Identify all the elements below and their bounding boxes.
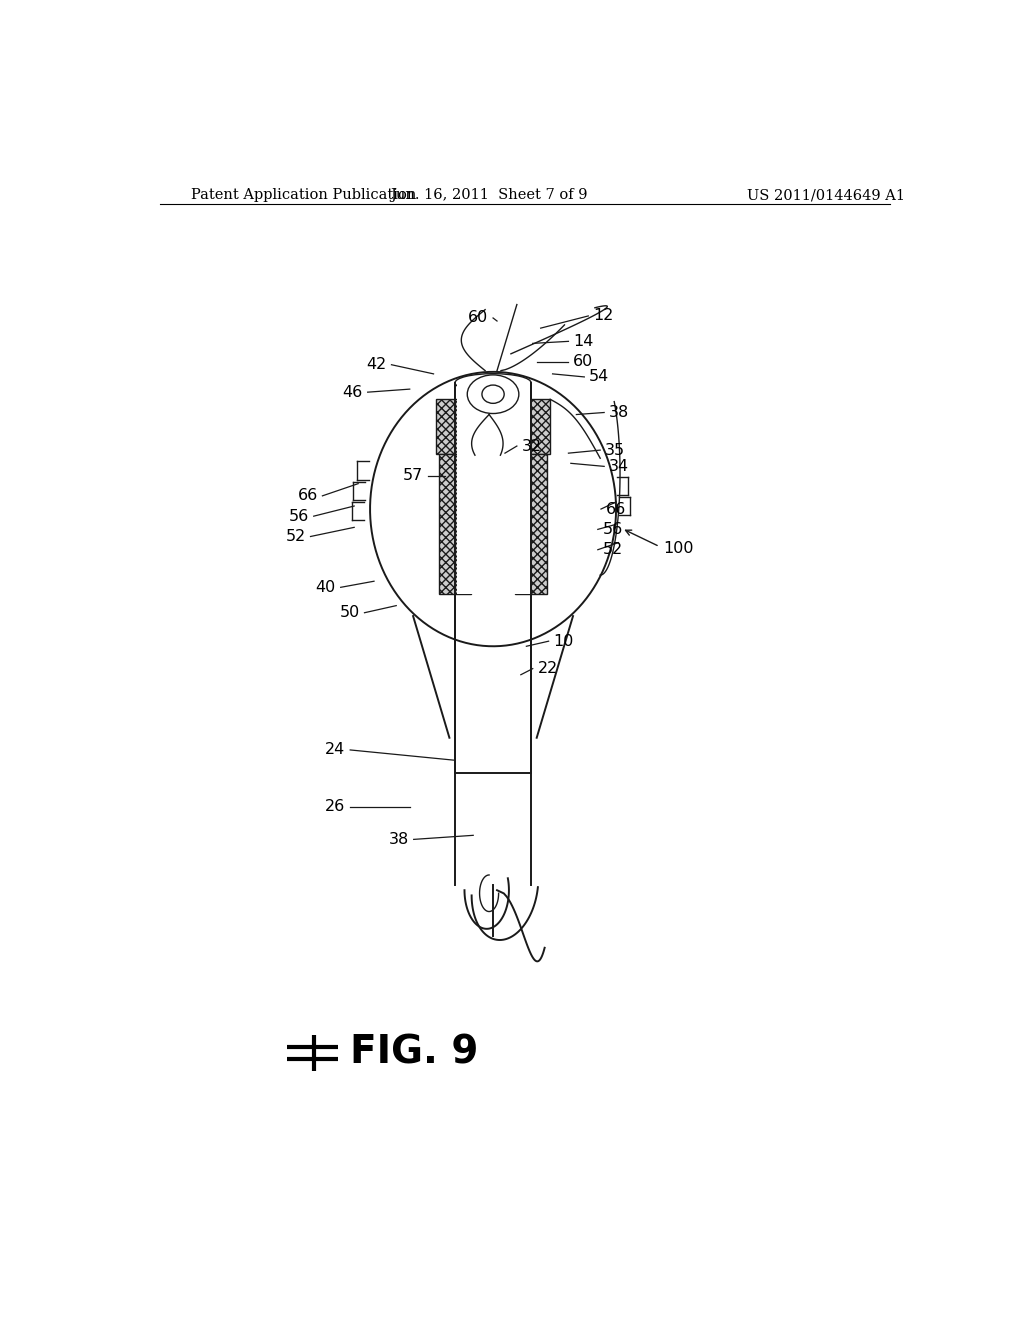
Text: 60: 60 xyxy=(468,310,488,326)
Text: 52: 52 xyxy=(602,543,623,557)
Text: 42: 42 xyxy=(367,358,387,372)
Text: 34: 34 xyxy=(609,459,629,474)
Text: 38: 38 xyxy=(389,832,409,847)
Polygon shape xyxy=(436,399,473,454)
Text: US 2011/0144649 A1: US 2011/0144649 A1 xyxy=(748,189,905,202)
Text: 60: 60 xyxy=(573,354,594,370)
Text: 50: 50 xyxy=(340,606,359,620)
Polygon shape xyxy=(439,454,471,594)
Text: 52: 52 xyxy=(286,529,306,544)
Text: 10: 10 xyxy=(553,634,573,648)
Text: FIG. 9: FIG. 9 xyxy=(350,1034,478,1072)
Text: 57: 57 xyxy=(403,469,423,483)
Polygon shape xyxy=(513,399,550,454)
Text: 38: 38 xyxy=(609,405,629,420)
Text: 24: 24 xyxy=(326,742,345,758)
Polygon shape xyxy=(515,454,547,594)
Text: 46: 46 xyxy=(343,384,362,400)
Text: 40: 40 xyxy=(315,579,336,595)
Text: 66: 66 xyxy=(606,502,626,516)
Text: 54: 54 xyxy=(589,370,609,384)
Text: 35: 35 xyxy=(605,442,625,458)
Text: 100: 100 xyxy=(663,541,693,556)
Ellipse shape xyxy=(482,385,504,404)
Text: 66: 66 xyxy=(297,488,317,503)
Text: Patent Application Publication: Patent Application Publication xyxy=(191,189,417,202)
Text: 12: 12 xyxy=(593,309,613,323)
Text: Jun. 16, 2011  Sheet 7 of 9: Jun. 16, 2011 Sheet 7 of 9 xyxy=(390,189,588,202)
Polygon shape xyxy=(457,383,529,594)
Text: 32: 32 xyxy=(521,438,542,454)
Ellipse shape xyxy=(467,375,519,413)
Text: 56: 56 xyxy=(602,521,623,537)
Text: 56: 56 xyxy=(289,508,309,524)
Text: 26: 26 xyxy=(326,800,345,814)
Text: 14: 14 xyxy=(573,334,594,348)
Text: 22: 22 xyxy=(538,661,558,676)
